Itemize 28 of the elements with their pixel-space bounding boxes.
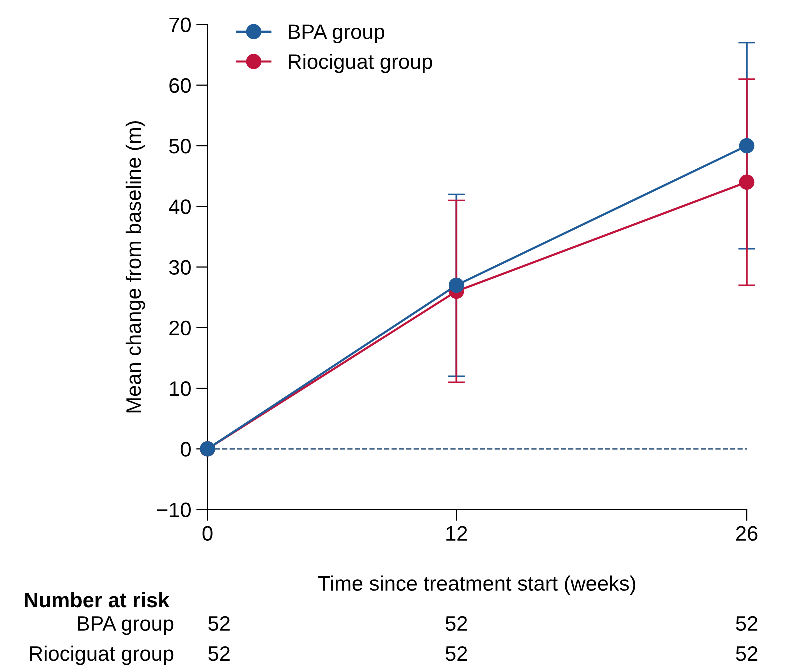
legend-label: Riociguat group [289, 54, 432, 74]
text: BPA group [78, 616, 174, 636]
y-tick-label: 0 [181, 442, 191, 457]
point [739, 138, 755, 154]
y-tick-label: 60 [170, 78, 191, 94]
y-axis-title: Mean change from baseline (m) [126, 121, 146, 413]
y-tick-label: 10 [170, 382, 191, 396]
y-tick-label: 40 [169, 200, 191, 214]
x-axis-title: Time since treatment start (weeks) [318, 576, 636, 596]
y-tick-label: 50 [169, 139, 191, 154]
text: 52 [736, 646, 758, 662]
text: 52 [208, 616, 230, 632]
y-tick-label: 20 [170, 320, 191, 336]
text: 52 [446, 646, 468, 662]
x-tick-label: 26 [736, 526, 758, 542]
text: 52 [446, 616, 468, 632]
y-tick-label: 30 [169, 260, 191, 276]
y-tick-label: 70 [170, 18, 191, 33]
x-tick-label: 12 [446, 526, 468, 541]
x-tick-label: 0 [202, 526, 213, 542]
text: Number at risk [25, 592, 170, 608]
text: Riociguat group [30, 646, 174, 666]
y-tick-label: −10 [157, 502, 191, 518]
point [739, 174, 755, 190]
point [449, 278, 464, 294]
legend-label: BPA group [289, 24, 385, 44]
text: 52 [208, 646, 230, 662]
text: 52 [736, 616, 758, 632]
